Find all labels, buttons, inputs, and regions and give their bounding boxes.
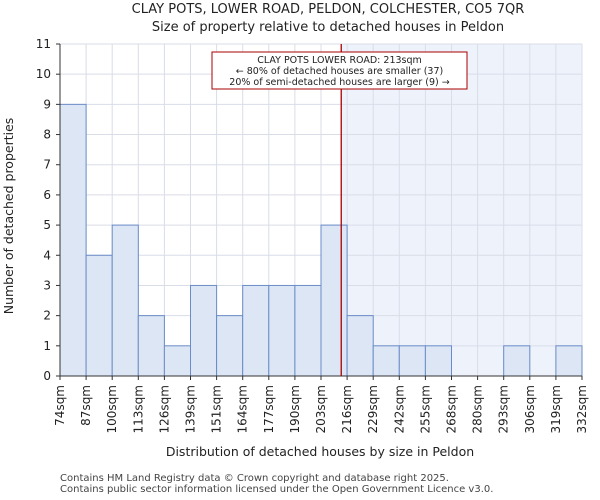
annotation-title: CLAY POTS LOWER ROAD: 213sqm bbox=[257, 55, 422, 66]
y-tick-label: 11 bbox=[36, 37, 51, 51]
y-tick-label: 7 bbox=[43, 158, 51, 172]
x-tick-label: 139sqm bbox=[184, 385, 198, 433]
x-tick-label: 280sqm bbox=[471, 385, 485, 433]
x-tick-label: 255sqm bbox=[418, 385, 432, 433]
bar bbox=[294, 284, 322, 377]
y-tick-label: 5 bbox=[43, 218, 51, 232]
chart-subtitle: Size of property relative to detached ho… bbox=[152, 20, 504, 35]
y-axis-label: Number of detached properties bbox=[1, 118, 16, 315]
x-tick-label: 164sqm bbox=[236, 385, 250, 433]
footer-copyright: Contains HM Land Registry data © Crown c… bbox=[60, 473, 449, 484]
bar bbox=[372, 345, 400, 377]
x-tick-label: 229sqm bbox=[366, 385, 380, 433]
footer-licence: Contains public sector information licen… bbox=[60, 484, 494, 495]
annotation-box bbox=[211, 51, 468, 90]
bar bbox=[346, 315, 374, 377]
x-tick-label: 100sqm bbox=[105, 385, 119, 433]
x-tick-label: 293sqm bbox=[497, 385, 511, 433]
x-tick-label: 74sqm bbox=[53, 385, 67, 426]
bar bbox=[268, 284, 296, 377]
histogram-chart: CLAY POTS, LOWER ROAD, PELDON, COLCHESTE… bbox=[1, 2, 589, 459]
x-tick-label: 87sqm bbox=[79, 385, 93, 426]
x-tick-label: 151sqm bbox=[210, 385, 224, 433]
y-tick-label: 8 bbox=[43, 128, 51, 142]
y-tick-label: 10 bbox=[36, 67, 51, 81]
x-tick-label: 306sqm bbox=[523, 385, 537, 433]
bar bbox=[424, 345, 452, 377]
y-tick-label: 0 bbox=[43, 369, 51, 383]
x-tick-label: 268sqm bbox=[445, 385, 459, 433]
bar bbox=[111, 224, 139, 377]
x-tick-label: 203sqm bbox=[314, 385, 328, 433]
bar bbox=[137, 315, 165, 377]
bar bbox=[216, 315, 244, 377]
annotation-smaller: ← 80% of detached houses are smaller (37… bbox=[236, 66, 443, 77]
x-tick-label: 190sqm bbox=[288, 385, 302, 433]
x-tick-label: 216sqm bbox=[340, 385, 354, 433]
x-tick-label: 126sqm bbox=[157, 385, 171, 433]
y-tick-label: 6 bbox=[43, 188, 51, 202]
x-axis-label: Distribution of detached houses by size … bbox=[166, 444, 474, 459]
x-tick-label: 332sqm bbox=[575, 385, 589, 433]
chart-title: CLAY POTS, LOWER ROAD, PELDON, COLCHESTE… bbox=[132, 2, 525, 17]
bar bbox=[242, 284, 270, 377]
annotation-larger: 20% of semi-detached houses are larger (… bbox=[229, 77, 449, 88]
bar bbox=[190, 284, 218, 377]
bar bbox=[398, 345, 426, 377]
y-tick-label: 4 bbox=[43, 248, 51, 262]
highlight-region bbox=[341, 44, 582, 376]
x-tick-label: 242sqm bbox=[392, 385, 406, 433]
y-tick-label: 3 bbox=[43, 278, 51, 292]
x-tick-label: 113sqm bbox=[131, 385, 145, 433]
bar bbox=[85, 254, 113, 377]
y-tick-label: 2 bbox=[43, 309, 51, 323]
bar bbox=[320, 224, 348, 377]
x-tick-label: 177sqm bbox=[262, 385, 276, 433]
bar bbox=[503, 345, 531, 377]
bar bbox=[555, 345, 583, 377]
bar bbox=[163, 345, 191, 377]
y-tick-label: 9 bbox=[43, 97, 51, 111]
y-tick-label: 1 bbox=[43, 339, 51, 353]
bar bbox=[59, 103, 87, 377]
x-tick-label: 319sqm bbox=[549, 385, 563, 433]
